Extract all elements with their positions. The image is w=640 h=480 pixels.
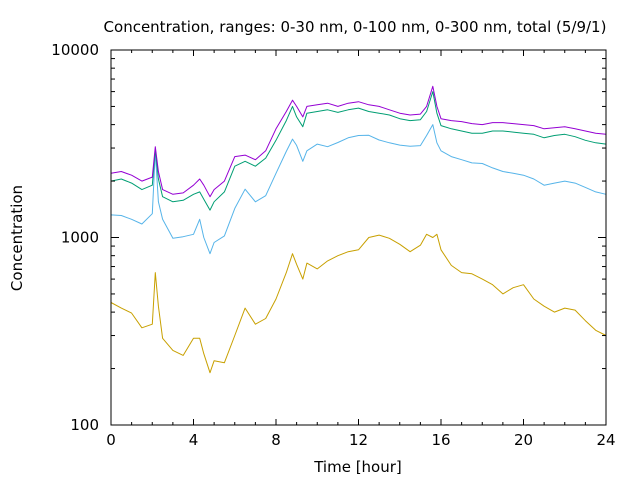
series-layer <box>110 85 607 374</box>
x-tick-label: 12 <box>349 431 368 449</box>
chart-title: Concentration, ranges: 0-30 nm, 0-100 nm… <box>104 18 607 36</box>
x-tick-label: 4 <box>189 431 199 449</box>
x-tick-label: 20 <box>514 431 533 449</box>
y-tick-label: 10000 <box>51 41 99 59</box>
series-line-2 <box>110 124 607 255</box>
x-axis: 0 4 8 12 16 20 24 <box>106 50 616 449</box>
x-tick-label: 24 <box>596 431 615 449</box>
series-line-3 <box>110 91 607 211</box>
y-axis-label: Concentration <box>8 185 26 291</box>
x-axis-label: Time [hour] <box>313 458 402 476</box>
y-tick-label: 1000 <box>61 229 99 247</box>
x-tick-label: 8 <box>271 431 281 449</box>
series-line-4 <box>110 85 607 198</box>
series-line-1 <box>110 233 607 374</box>
y-tick-label: 100 <box>70 416 99 434</box>
x-tick-label: 0 <box>106 431 116 449</box>
x-tick-label: 16 <box>431 431 450 449</box>
y-axis: 100 1000 10000 <box>51 41 606 434</box>
plot-frame <box>110 49 607 426</box>
